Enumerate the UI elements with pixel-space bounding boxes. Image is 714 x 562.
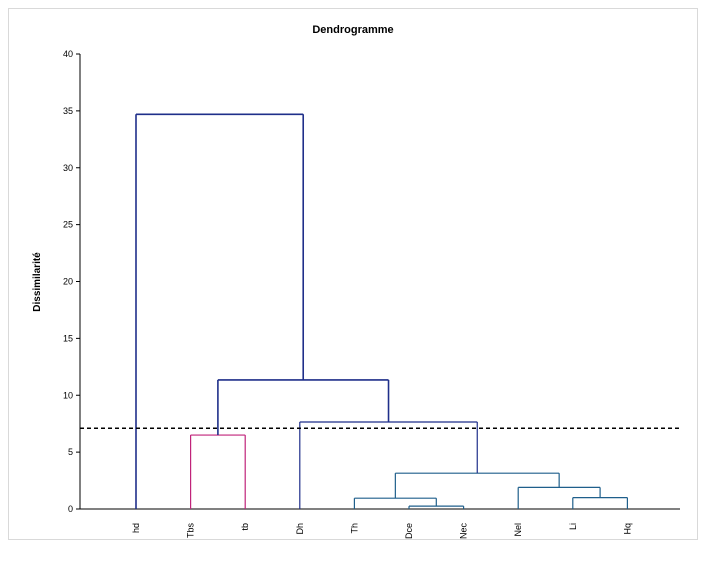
leaf-label: tb [240,523,250,531]
leaf-label: Th [349,523,359,534]
y-tick-label: 35 [63,106,73,116]
leaf-label: Dce [404,523,414,539]
chart-title: Dendrogramme [312,24,393,36]
y-tick-label: 10 [63,390,73,400]
y-tick-label: 0 [68,504,73,514]
y-tick-label: 25 [63,220,73,230]
chart-frame [8,8,698,540]
y-axis-label: Dissimilarité [32,252,43,312]
y-tick-label: 5 [68,447,73,457]
y-tick-label: 15 [63,333,73,343]
plot-area: 0 5 10 15 20 25 30 35 40 hd Tbs tb Dh Th Dce Nec Nel Li Hq [63,49,680,539]
y-tick-label: 20 [63,277,73,287]
leaf-label: Tbs [186,523,196,539]
leaf-label: hd [131,523,141,533]
leaf-label: Dh [295,523,305,535]
leaf-label: Li [568,523,578,530]
leaf-label: Nel [513,523,523,537]
y-tick-label: 30 [63,163,73,173]
leaf-label: Hq [622,523,632,535]
leaf-label: Nec [459,523,469,540]
y-tick-label: 40 [63,49,73,59]
